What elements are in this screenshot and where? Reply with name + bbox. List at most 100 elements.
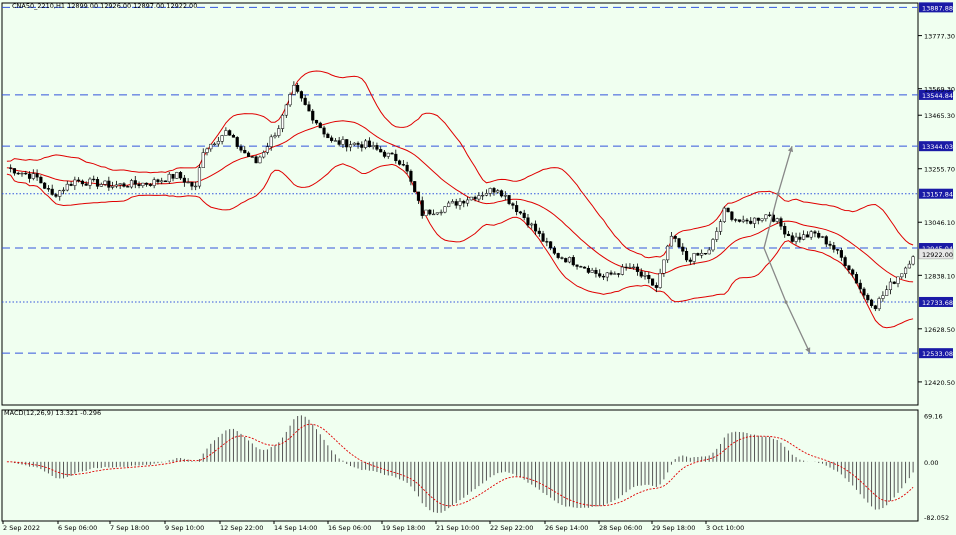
level-label: 12733.68 <box>922 299 953 307</box>
candle-body <box>601 275 606 278</box>
level-lines <box>2 6 918 354</box>
candle-body <box>726 207 730 213</box>
candle-body <box>386 152 390 157</box>
candle-body <box>231 134 236 138</box>
candle-body <box>133 180 137 185</box>
candle-body <box>617 273 621 275</box>
price-tick-label: 13046.10 <box>924 219 955 227</box>
level-tag <box>919 89 953 100</box>
candle-body <box>809 231 813 238</box>
level-tag <box>919 296 953 307</box>
candle-body <box>458 200 462 206</box>
candle-body <box>843 257 847 267</box>
candle-body <box>900 273 904 278</box>
candle-body <box>12 168 17 174</box>
candle-body <box>69 183 73 186</box>
x-tick-label: 26 Sep 14:00 <box>545 524 588 532</box>
candle-body <box>737 219 741 222</box>
x-tick-label: 9 Sep 10:00 <box>165 524 204 532</box>
candle-body <box>862 288 866 296</box>
candle-body <box>526 217 530 226</box>
candle-body <box>537 230 541 234</box>
level-label: 13344.03 <box>922 143 953 151</box>
candle-body <box>352 142 356 145</box>
candle-body <box>265 146 269 153</box>
candle-body <box>462 200 466 204</box>
candle-body <box>126 186 130 188</box>
candle-body <box>741 219 745 222</box>
macd-label: MACD(12,26,9) 13.321 -0.296 <box>4 409 101 417</box>
candle-body <box>722 207 726 222</box>
candle-body <box>836 249 840 251</box>
candle-body <box>356 142 360 145</box>
candle-body <box>398 160 402 165</box>
level-tag <box>919 348 953 359</box>
candle-body <box>847 265 851 271</box>
candle-body <box>175 172 179 179</box>
candle-body <box>243 149 247 154</box>
projection-up <box>763 146 793 249</box>
candle-body <box>692 253 696 262</box>
candle-body <box>46 188 50 190</box>
x-tick-label: 22 Sep 22:00 <box>490 524 533 532</box>
candle-body <box>431 213 436 216</box>
x-tick-label: 19 Sep 18:00 <box>382 524 425 532</box>
x-tick-label: 28 Sep 06:00 <box>599 524 642 532</box>
candle-body <box>651 278 655 286</box>
candle-body <box>877 298 881 310</box>
candle-body <box>367 140 371 148</box>
candle-body <box>439 211 443 214</box>
price-tick-label: 12420.50 <box>924 379 955 387</box>
candle-body <box>84 183 88 186</box>
candle-body <box>405 164 409 172</box>
candle-body <box>730 211 734 220</box>
candle-body <box>77 179 81 182</box>
macd-signal-line <box>6 423 914 507</box>
candle-body <box>817 232 821 238</box>
candle-body <box>541 233 545 242</box>
macd-tick-label: -82.052 <box>924 514 949 522</box>
candle-body <box>73 179 77 186</box>
candle-body <box>103 180 107 185</box>
candle-body <box>613 273 617 275</box>
candle-body <box>269 136 273 147</box>
candle-body <box>80 180 84 185</box>
candle-body <box>31 173 35 179</box>
candle-body <box>194 185 198 188</box>
current-price-label: 12922.00 <box>922 251 953 259</box>
candle-body <box>337 140 341 145</box>
candle-body <box>209 143 213 150</box>
level-label: 13157.84 <box>922 191 953 199</box>
candle-body <box>503 195 507 197</box>
candle-body <box>545 241 549 243</box>
candle-body <box>851 269 855 275</box>
candle-body <box>639 271 643 277</box>
x-tick-label: 29 Sep 18:00 <box>652 524 695 532</box>
candle-body <box>666 245 670 261</box>
candle-body <box>454 201 458 206</box>
candle-body <box>896 276 900 284</box>
candle-body <box>907 263 911 269</box>
candle-body <box>50 188 54 195</box>
candle-body <box>409 170 413 182</box>
candle-body <box>382 151 387 157</box>
candle-body <box>594 269 598 274</box>
candle-body <box>598 273 602 277</box>
candle-body <box>284 104 288 116</box>
candle-body <box>58 190 62 197</box>
candle-body <box>145 182 149 185</box>
price-tick-label: 13465.30 <box>924 112 955 120</box>
candle-body <box>775 218 779 222</box>
candle-body <box>35 173 39 178</box>
candle-body <box>688 259 692 262</box>
candle-body <box>394 153 398 162</box>
candle-body <box>201 152 205 168</box>
macd-histogram <box>6 415 914 513</box>
candle-body <box>469 196 473 201</box>
candle-body <box>658 273 662 288</box>
candle-body <box>756 217 760 221</box>
x-tick-label: 3 Oct 10:00 <box>706 524 744 532</box>
candle-body <box>292 84 296 95</box>
price-tick-label: 13255.70 <box>924 166 955 174</box>
x-tick-label: 2 Sep 2022 <box>3 524 40 532</box>
